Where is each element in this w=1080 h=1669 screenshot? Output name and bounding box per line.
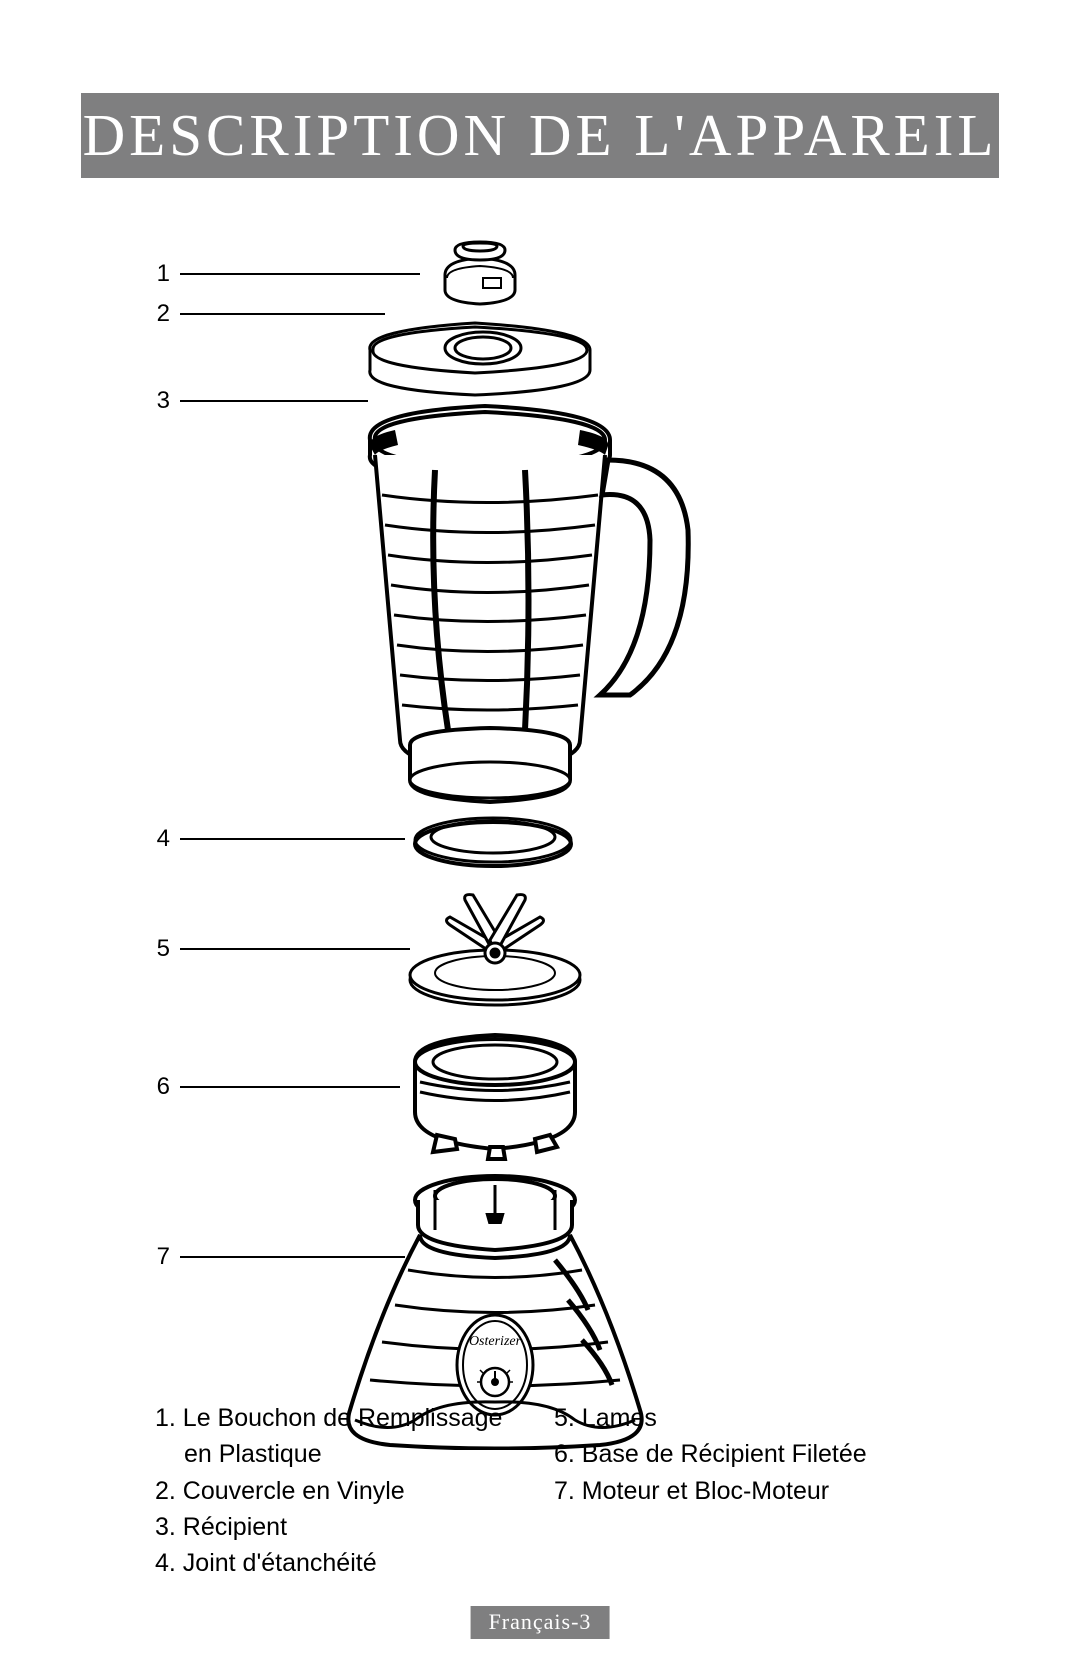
legend-col-1: 1. Le Bouchon de Remplissageen Plastique… bbox=[155, 1400, 495, 1581]
leader-line bbox=[180, 948, 410, 950]
callout-number: 4 bbox=[150, 825, 170, 853]
page-title: DESCRIPTION DE L'APPAREIL bbox=[83, 101, 998, 170]
legend-line: 6. Base de Récipient Filetée bbox=[554, 1436, 894, 1472]
legend-line: 4. Joint d'étanchéité bbox=[155, 1545, 495, 1581]
callout-number: 1 bbox=[150, 260, 170, 288]
part-collar bbox=[395, 1027, 595, 1162]
brand-label: Osterizer bbox=[469, 1334, 522, 1349]
legend-line: 5. Lames bbox=[554, 1400, 894, 1436]
callout-number: 7 bbox=[150, 1243, 170, 1271]
callout-3: 3 bbox=[150, 387, 368, 415]
part-filler-cap bbox=[425, 240, 535, 310]
callout-2: 2 bbox=[150, 300, 385, 328]
part-jar bbox=[340, 400, 710, 810]
title-bar: DESCRIPTION DE L'APPAREIL bbox=[81, 93, 999, 178]
page-footer: Français-3 bbox=[471, 1606, 610, 1639]
part-lid bbox=[355, 315, 605, 405]
callout-6: 6 bbox=[150, 1073, 400, 1101]
callout-number: 2 bbox=[150, 300, 170, 328]
exploded-diagram: 1 2 3 4 5 6 7 bbox=[150, 245, 930, 1375]
callout-5: 5 bbox=[150, 935, 410, 963]
legend-line: 2. Couvercle en Vinyle bbox=[155, 1473, 495, 1509]
callout-4: 4 bbox=[150, 825, 405, 853]
leader-line bbox=[180, 838, 405, 840]
callout-number: 6 bbox=[150, 1073, 170, 1101]
legend-line: 1. Le Bouchon de Remplissage bbox=[155, 1400, 495, 1436]
part-blades bbox=[395, 885, 595, 1010]
leader-line bbox=[180, 273, 420, 275]
legend-line: en Plastique bbox=[155, 1436, 495, 1472]
callout-1: 1 bbox=[150, 260, 420, 288]
leader-line bbox=[180, 1086, 400, 1088]
legend-col-2: 5. Lames6. Base de Récipient Filetée7. M… bbox=[554, 1400, 894, 1509]
callout-number: 5 bbox=[150, 935, 170, 963]
legend-line: 7. Moteur et Bloc-Moteur bbox=[554, 1473, 894, 1509]
legend-line: 3. Récipient bbox=[155, 1509, 495, 1545]
callout-number: 3 bbox=[150, 387, 170, 415]
part-seal-ring bbox=[408, 815, 578, 870]
